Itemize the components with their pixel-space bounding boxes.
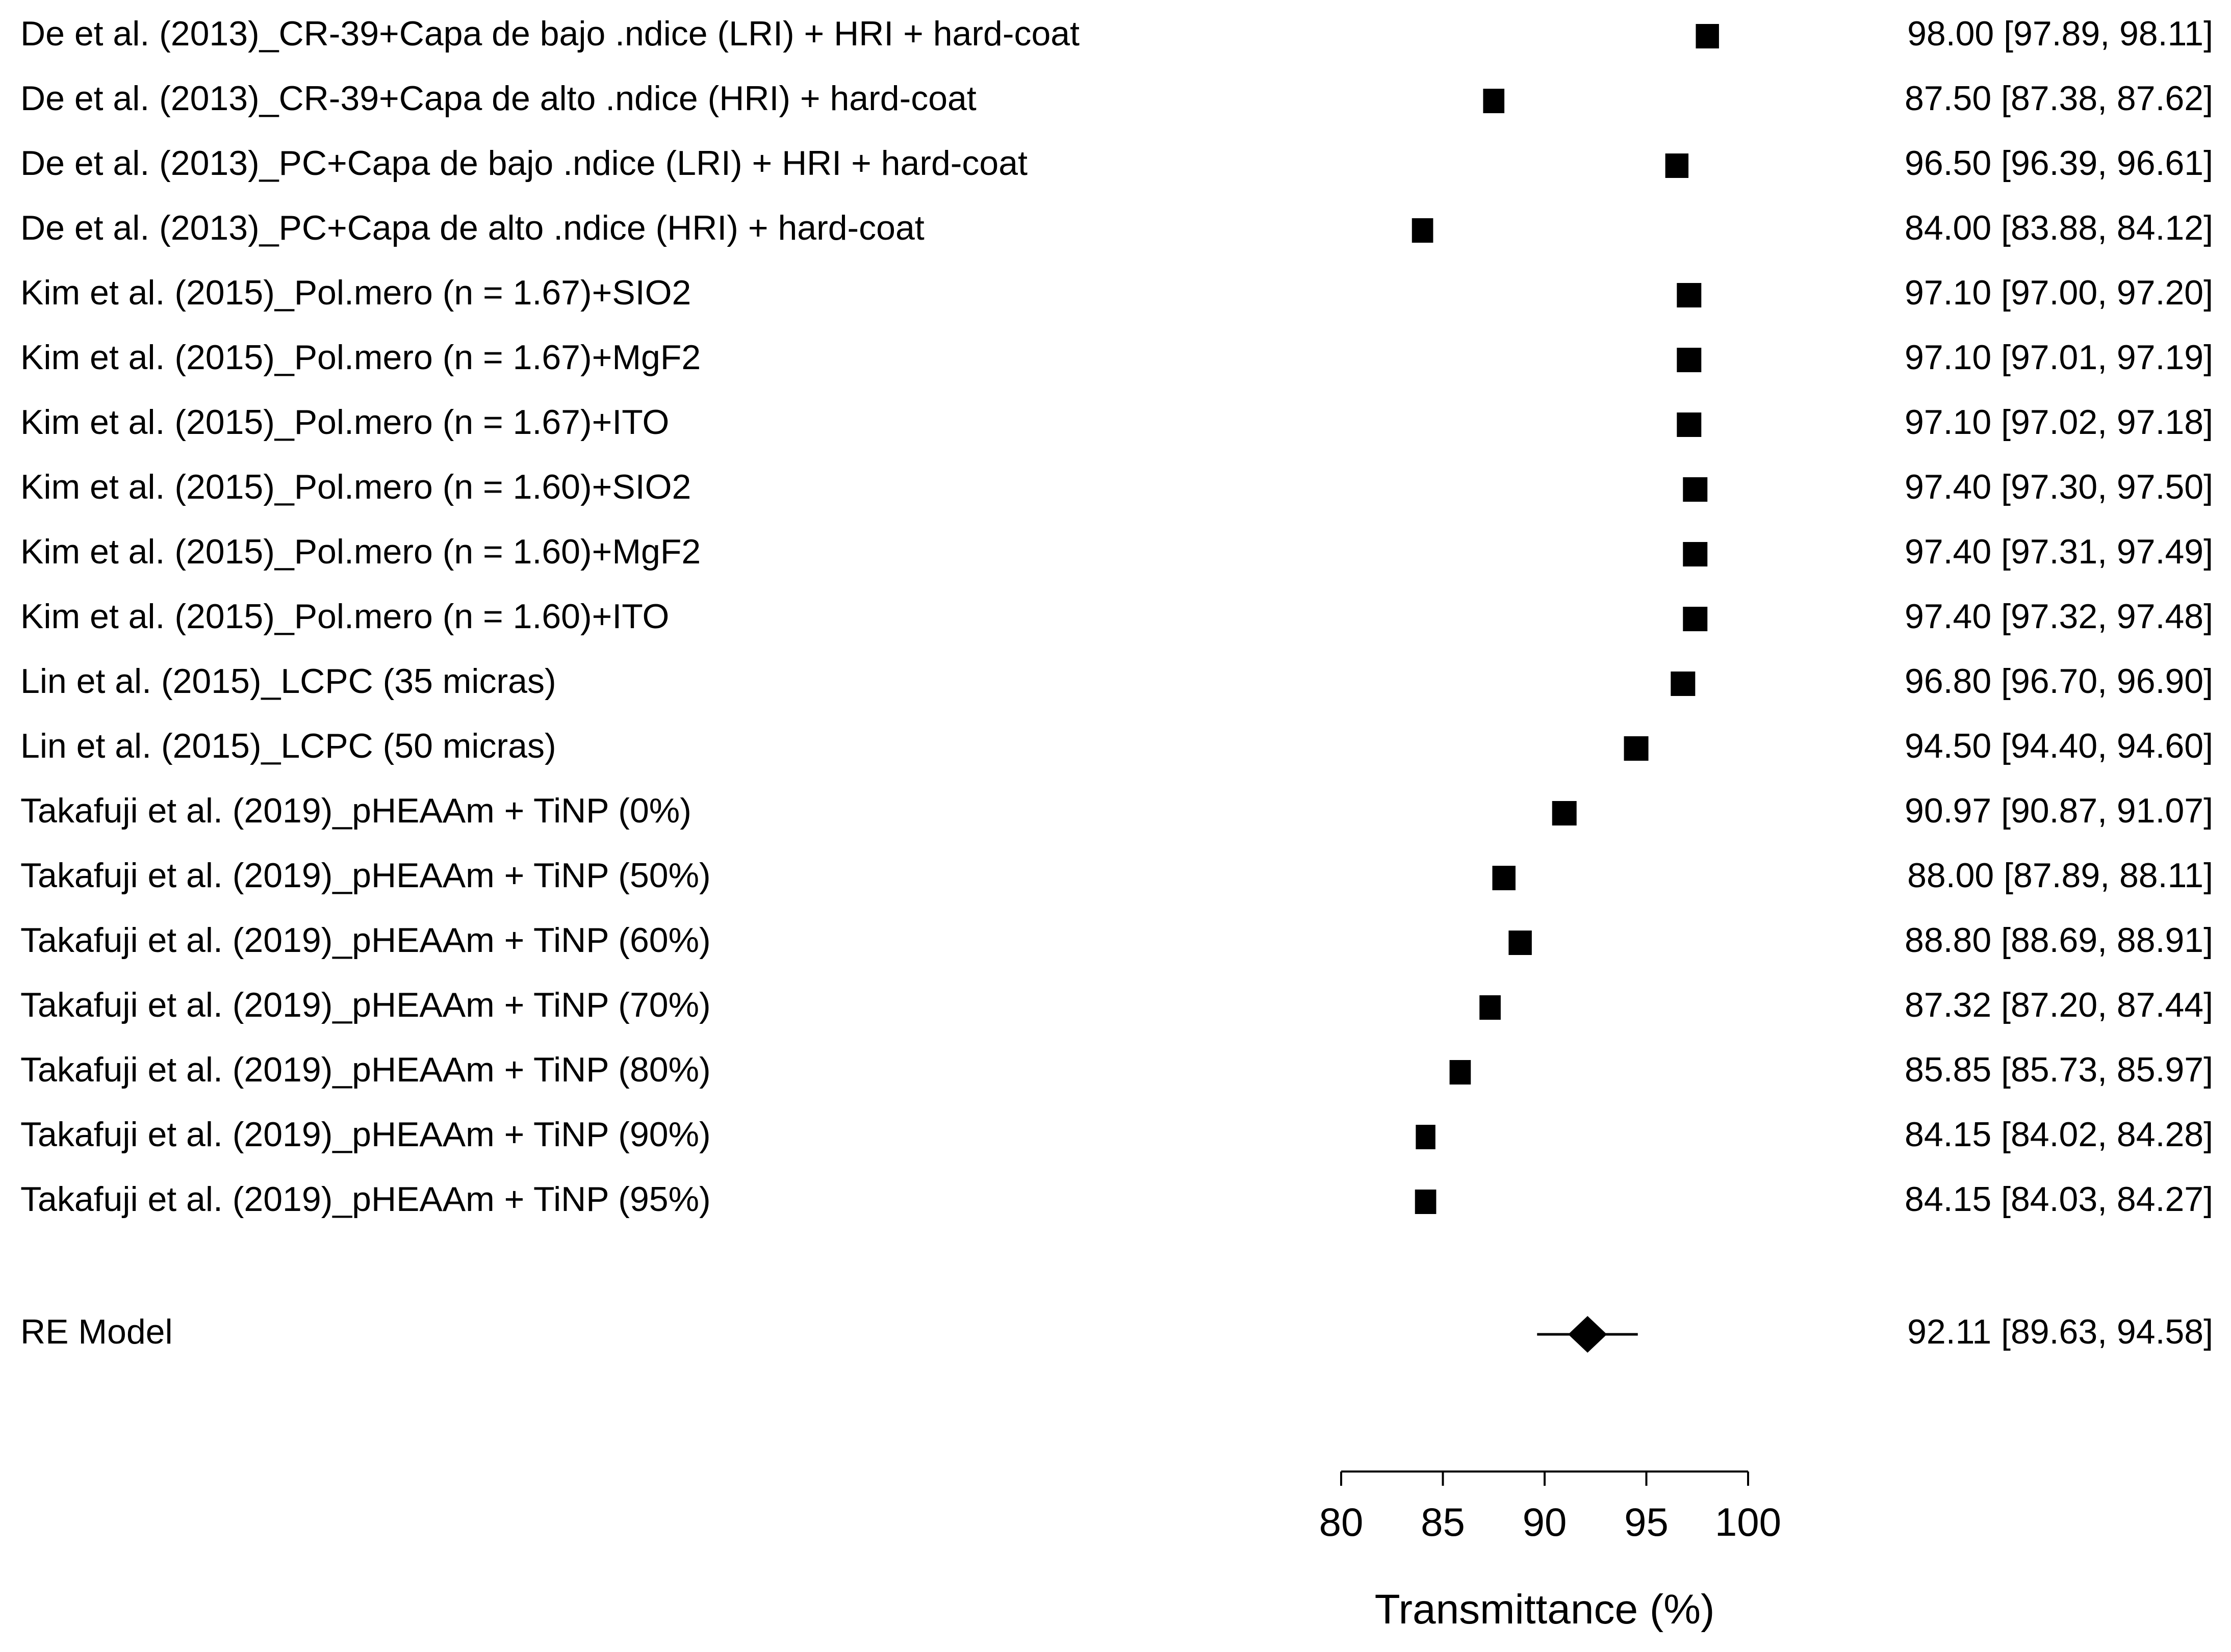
study-row: Kim et al. (2015)_Pol.mero (n = 1.67)+Mg…: [20, 338, 2213, 377]
ci-text: 97.10 [97.02, 97.18]: [1905, 403, 2213, 442]
study-label: De et al. (2013)_CR-39+Capa de alto .ndi…: [20, 79, 977, 118]
ci-text: 94.50 [94.40, 94.60]: [1905, 727, 2213, 765]
study-label: Kim et al. (2015)_Pol.mero (n = 1.67)+Mg…: [20, 338, 701, 377]
point-estimate: [1683, 542, 1708, 566]
ci-text: 96.50 [96.39, 96.61]: [1905, 144, 2213, 183]
study-rows: De et al. (2013)_CR-39+Capa de bajo .ndi…: [20, 14, 2213, 1219]
ci-text: 84.15 [84.02, 84.28]: [1905, 1115, 2213, 1154]
study-row: Lin et al. (2015)_LCPC (35 micras) 96.80 …: [20, 662, 2213, 701]
point-estimate: [1412, 218, 1433, 243]
study-label: Lin et al. (2015)_LCPC (35 micras): [20, 662, 556, 701]
study-row: Kim et al. (2015)_Pol.mero (n = 1.67)+SI…: [20, 273, 2213, 312]
point-estimate: [1696, 24, 1719, 48]
study-label: Kim et al. (2015)_Pol.mero (n = 1.60)+SI…: [20, 468, 691, 506]
ci-text: 88.00 [87.89, 88.11]: [1907, 856, 2213, 895]
study-label: Kim et al. (2015)_Pol.mero (n = 1.60)+Mg…: [20, 532, 701, 571]
summary-ci-text: 92.11 [89.63, 94.58]: [1907, 1312, 2213, 1351]
study-row: Takafuji et al. (2019)_pHEAAm + TiNP (50…: [20, 856, 2213, 895]
study-label: De et al. (2013)_PC+Capa de alto .ndice …: [20, 209, 925, 247]
study-row: De et al. (2013)_PC+Capa de alto .ndice …: [20, 209, 2213, 247]
point-estimate: [1508, 931, 1532, 955]
point-estimate: [1671, 672, 1696, 696]
study-row: De et al. (2013)_CR-39+Capa de bajo .ndi…: [20, 14, 2213, 53]
point-estimate: [1624, 736, 1649, 761]
x-tick-label: 85: [1421, 1500, 1465, 1544]
study-row: Lin et al. (2015)_LCPC (50 micras) 94.50 …: [20, 727, 2213, 765]
ci-text: 84.15 [84.03, 84.27]: [1905, 1180, 2213, 1219]
study-row: Takafuji et al. (2019)_pHEAAm + TiNP (70…: [20, 986, 2213, 1024]
point-estimate: [1677, 283, 1702, 307]
summary-diamond: [1568, 1316, 1607, 1353]
point-estimate: [1416, 1125, 1435, 1149]
summary-label: RE Model: [20, 1312, 173, 1351]
study-label: Takafuji et al. (2019)_pHEAAm + TiNP (70…: [20, 986, 711, 1024]
point-estimate: [1677, 348, 1702, 372]
ci-text: 87.50 [87.38, 87.62]: [1905, 79, 2213, 118]
ci-text: 87.32 [87.20, 87.44]: [1905, 986, 2213, 1024]
study-label: Lin et al. (2015)_LCPC (50 micras): [20, 727, 556, 765]
study-label: De et al. (2013)_CR-39+Capa de bajo .ndi…: [20, 14, 1080, 53]
ci-text: 97.40 [97.32, 97.48]: [1905, 597, 2213, 636]
study-label: Takafuji et al. (2019)_pHEAAm + TiNP (0%…: [20, 791, 691, 830]
study-label: Takafuji et al. (2019)_pHEAAm + TiNP (95…: [20, 1180, 711, 1219]
summary-row: RE Model 92.11 [89.63, 94.58]: [20, 1312, 2213, 1353]
x-tick-label: 80: [1319, 1500, 1364, 1544]
study-label: Takafuji et al. (2019)_pHEAAm + TiNP (60…: [20, 921, 711, 960]
point-estimate: [1552, 801, 1577, 825]
point-estimate: [1677, 412, 1702, 437]
point-estimate: [1483, 89, 1505, 113]
point-estimate: [1665, 153, 1689, 178]
study-label: Kim et al. (2015)_Pol.mero (n = 1.67)+IT…: [20, 403, 669, 442]
ci-text: 98.00 [97.89, 98.11]: [1907, 14, 2213, 53]
x-axis-title: Transmittance (%): [1375, 1586, 1715, 1633]
study-row: De et al. (2013)_PC+Capa de bajo .ndice …: [20, 144, 2213, 183]
study-row: Kim et al. (2015)_Pol.mero (n = 1.60)+SI…: [20, 468, 2213, 506]
study-label: Kim et al. (2015)_Pol.mero (n = 1.67)+SI…: [20, 273, 691, 312]
ci-text: 85.85 [85.73, 85.97]: [1905, 1050, 2213, 1089]
ci-text: 96.80 [96.70, 96.90]: [1905, 662, 2213, 701]
ci-text: 97.10 [97.01, 97.19]: [1905, 338, 2213, 377]
study-row: Kim et al. (2015)_Pol.mero (n = 1.67)+IT…: [20, 403, 2213, 442]
study-row: Takafuji et al. (2019)_pHEAAm + TiNP (80…: [20, 1050, 2213, 1089]
point-estimate: [1415, 1190, 1437, 1214]
ci-text: 84.00 [83.88, 84.12]: [1905, 209, 2213, 247]
ci-text: 90.97 [90.87, 91.07]: [1905, 791, 2213, 830]
point-estimate: [1449, 1060, 1471, 1085]
point-estimate: [1683, 477, 1708, 502]
study-label: Takafuji et al. (2019)_pHEAAm + TiNP (50…: [20, 856, 711, 895]
ci-text: 97.40 [97.30, 97.50]: [1905, 468, 2213, 506]
study-row: Takafuji et al. (2019)_pHEAAm + TiNP (90…: [20, 1115, 2213, 1154]
study-row: Takafuji et al. (2019)_pHEAAm + TiNP (0%…: [20, 791, 2213, 830]
study-row: Kim et al. (2015)_Pol.mero (n = 1.60)+Mg…: [20, 532, 2213, 571]
study-row: Takafuji et al. (2019)_pHEAAm + TiNP (60…: [20, 921, 2213, 960]
study-label: Takafuji et al. (2019)_pHEAAm + TiNP (90…: [20, 1115, 711, 1154]
ci-text: 97.10 [97.00, 97.20]: [1905, 273, 2213, 312]
point-estimate: [1683, 607, 1708, 631]
study-row: De et al. (2013)_CR-39+Capa de alto .ndi…: [20, 79, 2213, 118]
x-tick-label: 90: [1523, 1500, 1567, 1544]
study-label: Takafuji et al. (2019)_pHEAAm + TiNP (80…: [20, 1050, 711, 1089]
study-label: De et al. (2013)_PC+Capa de bajo .ndice …: [20, 144, 1028, 183]
study-row: Kim et al. (2015)_Pol.mero (n = 1.60)+IT…: [20, 597, 2213, 636]
point-estimate: [1492, 866, 1516, 890]
study-row: Takafuji et al. (2019)_pHEAAm + TiNP (95…: [20, 1180, 2213, 1219]
study-label: Kim et al. (2015)_Pol.mero (n = 1.60)+IT…: [20, 597, 669, 636]
ci-text: 97.40 [97.31, 97.49]: [1905, 532, 2213, 571]
x-tick-label: 95: [1624, 1500, 1669, 1544]
x-tick-label: 100: [1715, 1500, 1781, 1544]
point-estimate: [1479, 995, 1501, 1020]
ci-text: 88.80 [88.69, 88.91]: [1905, 921, 2213, 960]
